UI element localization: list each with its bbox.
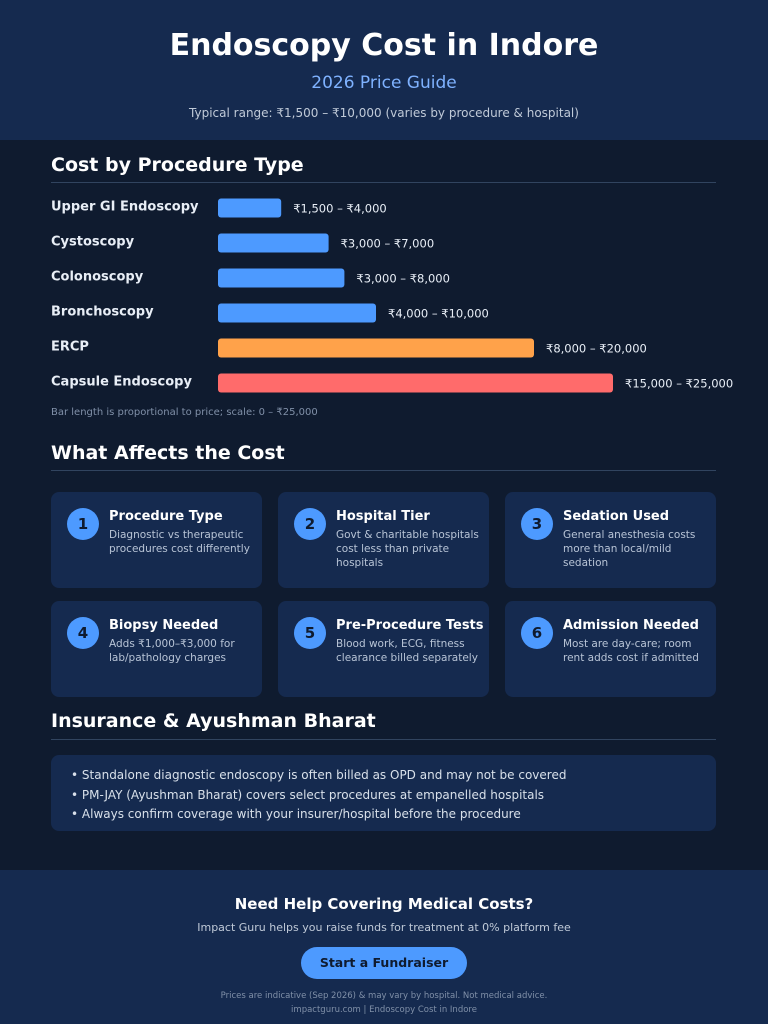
value-label: ₹3,000 – ₹8,000 bbox=[356, 272, 450, 286]
insurance-point: Always confirm coverage with your insure… bbox=[71, 807, 521, 821]
insurance-point: PM-JAY (Ayushman Bharat) covers select p… bbox=[71, 788, 544, 802]
factor-title: Procedure Type bbox=[109, 509, 223, 524]
chart-note: Bar length is proportional to price; sca… bbox=[51, 407, 318, 418]
factor-title: Sedation Used bbox=[563, 509, 670, 524]
cta-button[interactable]: Start a Fundraiser bbox=[301, 947, 467, 979]
value-label: ₹4,000 – ₹10,000 bbox=[388, 307, 489, 321]
value-label: ₹3,000 – ₹7,000 bbox=[341, 237, 435, 251]
divider bbox=[51, 739, 716, 740]
category-label: Cystoscopy bbox=[51, 235, 135, 250]
factor-card: 6 Admission Needed Most are day-care; room… bbox=[505, 601, 716, 697]
cta-text: Impact Guru helps you raise funds for tr… bbox=[197, 921, 571, 934]
factor-description: Govt & charitable hospitals cost less th… bbox=[336, 529, 479, 569]
factor-number: 6 bbox=[521, 617, 553, 649]
factor-number: 1 bbox=[67, 508, 99, 540]
factor-number: 2 bbox=[294, 508, 326, 540]
factor-description: Most are day-care; room rent adds cost i… bbox=[563, 638, 699, 664]
insurance-point: Standalone diagnostic endoscopy is often… bbox=[71, 768, 567, 782]
factor-card: 4 Biopsy Needed Adds ₹1,000–₹3,000 for lab… bbox=[51, 601, 262, 697]
insurance-box: Standalone diagnostic endoscopy is often… bbox=[51, 755, 716, 831]
value-label: ₹1,500 – ₹4,000 bbox=[293, 202, 387, 216]
factor-number: 3 bbox=[521, 508, 553, 540]
category-label: ERCP bbox=[51, 340, 89, 355]
chart: Upper GI Endoscopy ₹1,500 – ₹4,000 Cystosc… bbox=[51, 198, 733, 418]
factor-description: General anesthesia costs more than local… bbox=[563, 529, 696, 569]
factor-description: Diagnostic vs therapeutic procedures cos… bbox=[109, 529, 250, 555]
title: Endoscopy Cost in Indore bbox=[169, 28, 599, 63]
subtitle: 2026 Price Guide bbox=[311, 73, 457, 93]
factor-number: 4 bbox=[67, 617, 99, 649]
value-label: ₹15,000 – ₹25,000 bbox=[625, 377, 733, 391]
factor-number: 5 bbox=[294, 617, 326, 649]
divider bbox=[51, 470, 716, 471]
bar bbox=[218, 268, 345, 288]
bar bbox=[218, 233, 329, 253]
factor-description: Adds ₹1,000–₹3,000 for lab/pathology cha… bbox=[109, 638, 235, 664]
factor-title: Hospital Tier bbox=[336, 509, 430, 524]
section-title: Cost by Procedure Type bbox=[51, 154, 304, 176]
footer: Need Help Covering Medical Costs? Impact… bbox=[0, 870, 768, 1024]
factor-title: Pre-Procedure Tests bbox=[336, 618, 484, 633]
fine-print: impactguru.com | Endoscopy Cost in Indor… bbox=[291, 1005, 477, 1015]
factor-title: Admission Needed bbox=[563, 618, 699, 633]
factor-card: 2 Hospital Tier Govt & charitable hospital… bbox=[278, 492, 489, 588]
fine-print: Prices are indicative (Sep 2026) & may v… bbox=[220, 991, 548, 1001]
cta-title: Need Help Covering Medical Costs? bbox=[234, 895, 534, 913]
category-label: Upper GI Endoscopy bbox=[51, 200, 199, 215]
bar bbox=[218, 373, 613, 393]
factor-card: 3 Sedation Used General anesthesia costs m… bbox=[505, 492, 716, 588]
category-label: Colonoscopy bbox=[51, 270, 144, 285]
section-title: Insurance & Ayushman Bharat bbox=[51, 710, 376, 732]
category-label: Bronchoscopy bbox=[51, 305, 154, 320]
header: Endoscopy Cost in Indore 2026 Price Guid… bbox=[0, 0, 768, 140]
factor-description: Blood work, ECG, fitness clearance bille… bbox=[336, 638, 478, 664]
factor-title: Biopsy Needed bbox=[109, 618, 219, 633]
category-label: Capsule Endoscopy bbox=[51, 375, 192, 390]
divider bbox=[51, 182, 716, 183]
factor-card: 5 Pre-Procedure Tests Blood work, ECG, fit… bbox=[278, 601, 489, 697]
section-title: What Affects the Cost bbox=[51, 442, 285, 464]
bar bbox=[218, 338, 534, 358]
range-note: Typical range: ₹1,500 – ₹10,000 (varies … bbox=[189, 106, 579, 120]
factor-card: 1 Procedure Type Diagnostic vs therapeutic… bbox=[51, 492, 262, 588]
bar bbox=[218, 198, 282, 218]
bar bbox=[218, 303, 376, 323]
value-label: ₹8,000 – ₹20,000 bbox=[546, 342, 647, 356]
